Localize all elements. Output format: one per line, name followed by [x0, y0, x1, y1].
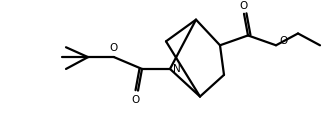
Text: O: O: [239, 1, 247, 11]
Text: O: O: [109, 43, 117, 53]
Text: N: N: [173, 64, 181, 74]
Text: O: O: [132, 94, 140, 105]
Text: O: O: [279, 36, 287, 46]
